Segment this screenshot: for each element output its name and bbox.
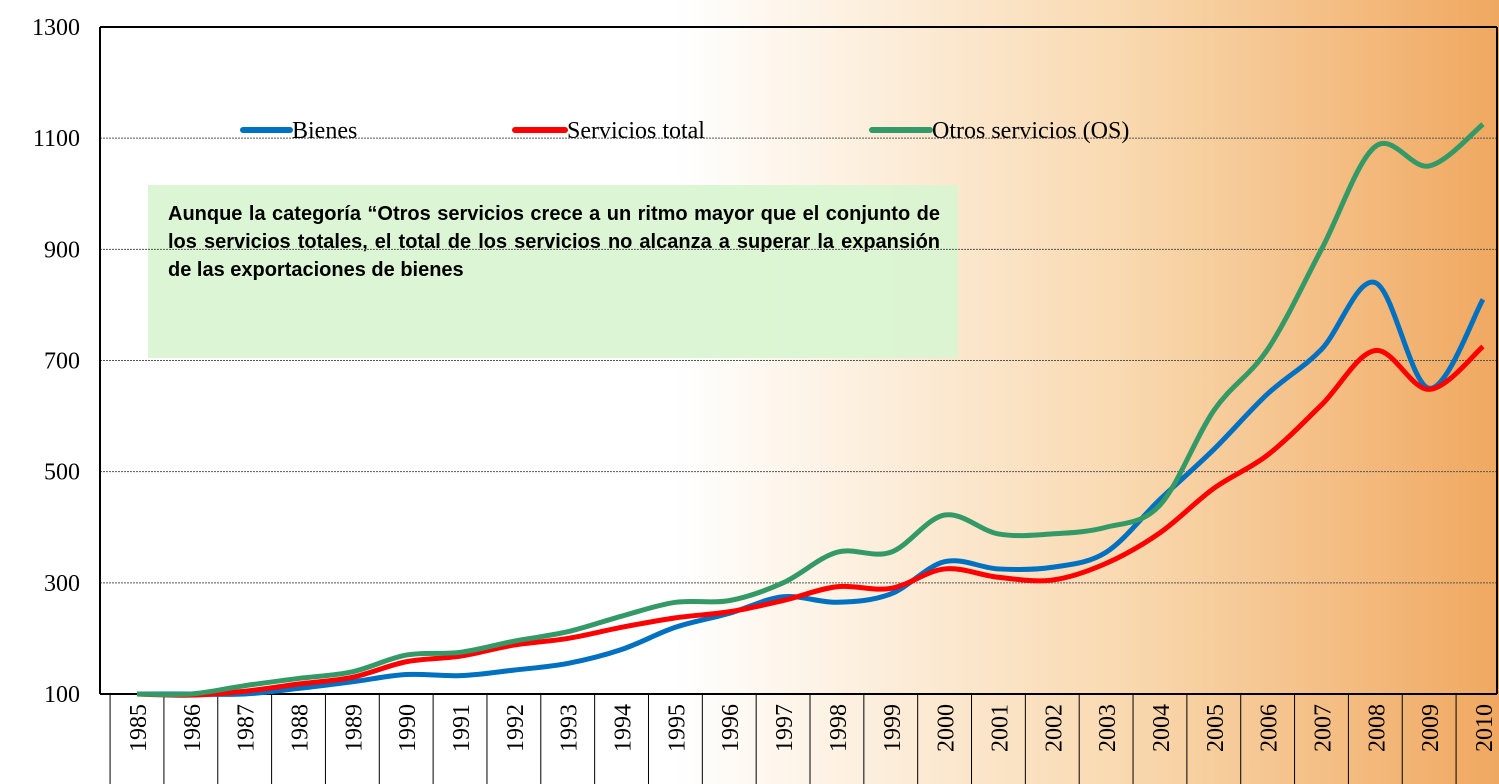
x-tick-label: 1996 (718, 704, 744, 752)
x-tick-label: 1993 (557, 704, 583, 752)
x-tick-label: 2001 (987, 704, 1013, 752)
y-tick-label: 1300 (32, 15, 80, 41)
y-tick-label: 700 (44, 349, 80, 375)
legend-label: Servicios total (567, 118, 705, 144)
x-tick-label: 2010 (1472, 704, 1498, 752)
x-tick-label: 1997 (772, 704, 798, 752)
y-tick-label: 300 (44, 571, 80, 597)
annotation-box (148, 185, 958, 358)
x-tick-label: 2003 (1095, 704, 1121, 752)
series-line (136, 344, 1485, 698)
x-tick-label: 2002 (1041, 704, 1067, 752)
x-tick-label: 1989 (341, 704, 367, 752)
x-tick-label: 1987 (234, 704, 260, 752)
series-line (136, 122, 1485, 698)
y-tick-label: 1100 (33, 126, 80, 152)
x-tick-label: 1991 (449, 704, 475, 752)
x-tick-label: 2007 (1310, 704, 1336, 752)
x-tick-label: 1998 (826, 704, 852, 752)
legend-label: Bienes (292, 118, 357, 144)
legend-label: Otros servicios (OS) (932, 118, 1129, 144)
x-tick-label: 1988 (288, 704, 314, 752)
y-tick-label: 100 (44, 682, 80, 708)
y-tick-label: 900 (44, 237, 80, 263)
y-tick-label: 500 (44, 460, 80, 486)
annotation-text: Aunque la categoría “Otros servicios cre… (168, 203, 940, 281)
x-tick-label: 2008 (1364, 704, 1390, 752)
x-tick-label: 1994 (611, 704, 637, 752)
x-tick-label: 1986 (180, 704, 206, 752)
x-tick-label: 1995 (664, 704, 690, 752)
series-line (136, 279, 1486, 697)
annotation: Aunque la categoría “Otros servicios cre… (168, 203, 940, 281)
x-tick-label: 1999 (880, 704, 906, 752)
x-tick-label: 2009 (1418, 704, 1444, 752)
x-tick-label: 1985 (126, 704, 152, 752)
x-tick-label: 2005 (1203, 704, 1229, 752)
x-tick-label: 1990 (395, 704, 421, 752)
x-tick-label: 2004 (1149, 704, 1175, 752)
x-tick-label: 2000 (934, 704, 960, 752)
x-tick-label: 1992 (503, 704, 529, 752)
x-tick-label: 2006 (1257, 704, 1283, 752)
